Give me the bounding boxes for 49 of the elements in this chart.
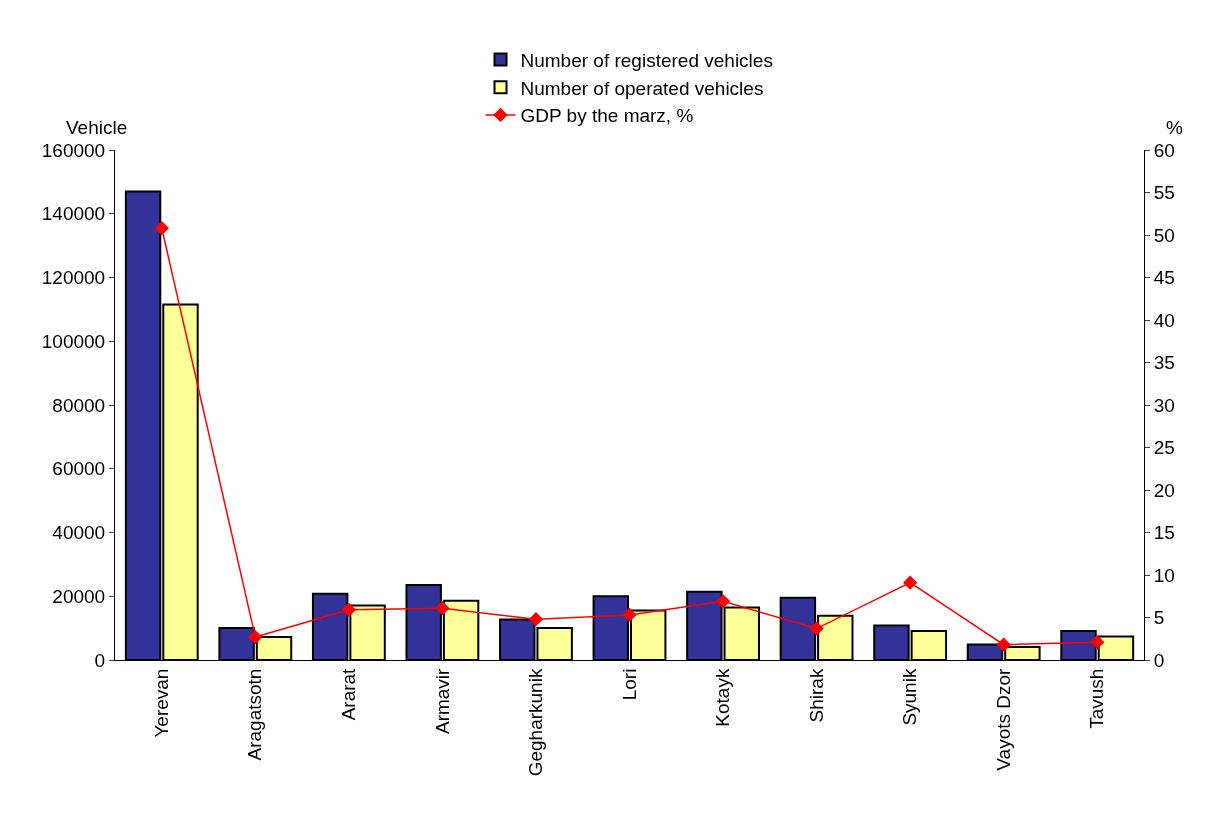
y-axis-title: Vehicle	[66, 117, 128, 138]
y2-tick-label: 25	[1153, 437, 1175, 459]
x-tick-label: Shirak	[805, 668, 827, 723]
y2-tick-label: 35	[1153, 352, 1175, 374]
legend-label: GDP by the marz, %	[520, 105, 694, 127]
y2-tick-label: 55	[1153, 182, 1175, 204]
y-tick-label: 160000	[41, 139, 106, 161]
x-tick-label: Gegharkunik	[525, 668, 547, 777]
y-tick-label: 20000	[52, 585, 106, 607]
y2-tick-label: 10	[1153, 564, 1175, 586]
y2-tick-label: 5	[1153, 607, 1165, 629]
point	[528, 612, 544, 627]
x-tick-label: Aragatsotn	[244, 668, 266, 761]
point	[435, 601, 450, 616]
y2-tick-label: 50	[1153, 224, 1175, 246]
y2-tick-label: 40	[1153, 309, 1175, 331]
y2-tick-label: 15	[1153, 522, 1175, 544]
legend-label: Number of registered vehicles	[520, 49, 773, 71]
point	[715, 594, 731, 609]
x-tick-label: Tavush	[1086, 668, 1108, 729]
x-tick-label: Ararat	[338, 667, 360, 721]
y-tick-label: 100000	[41, 330, 106, 352]
y2-tick-label: 20	[1153, 479, 1175, 501]
y2-tick-label: 0	[1153, 649, 1165, 671]
y-tick-label: 80000	[52, 394, 106, 416]
y2-tick-label: 45	[1153, 267, 1175, 289]
x-tick-label: Yerevan	[150, 668, 172, 738]
y-tick-label: 140000	[41, 203, 106, 225]
point	[809, 621, 824, 636]
legend-label: Number of operated vehicles	[520, 77, 764, 99]
x-tick-label: Lori	[618, 668, 640, 701]
x-tick-label: Armavir	[431, 667, 453, 735]
y-tick-label: 60000	[52, 458, 106, 480]
y2-axis-title: %	[1166, 117, 1183, 138]
x-tick-label: Vayots Dzor	[992, 667, 1014, 771]
point	[341, 602, 357, 617]
point	[248, 629, 263, 645]
point	[1090, 635, 1105, 650]
x-tick-label: Syunik	[899, 668, 921, 726]
y-tick-label: 40000	[52, 522, 106, 544]
y-tick-label: 0	[94, 649, 106, 671]
point	[622, 607, 637, 623]
x-tick-label: Kotayk	[712, 668, 734, 727]
point	[154, 221, 169, 236]
y2-tick-label: 30	[1153, 394, 1175, 416]
y2-tick-label: 60	[1153, 139, 1175, 161]
point	[996, 637, 1011, 652]
point	[902, 575, 918, 590]
y-tick-label: 120000	[41, 267, 106, 289]
